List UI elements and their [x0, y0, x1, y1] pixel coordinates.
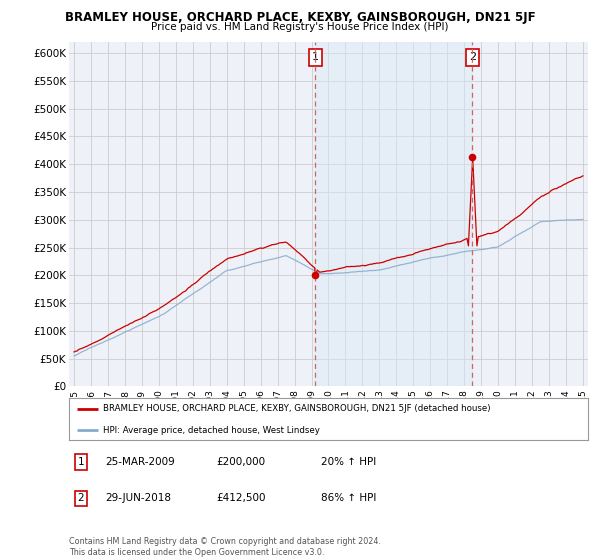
Text: 29-JUN-2018: 29-JUN-2018 — [105, 493, 171, 503]
Text: £412,500: £412,500 — [216, 493, 265, 503]
Text: Price paid vs. HM Land Registry's House Price Index (HPI): Price paid vs. HM Land Registry's House … — [151, 22, 449, 32]
Text: 2: 2 — [77, 493, 85, 503]
Text: 86% ↑ HPI: 86% ↑ HPI — [321, 493, 376, 503]
Text: £200,000: £200,000 — [216, 457, 265, 467]
Text: 2: 2 — [469, 53, 476, 63]
Text: 1: 1 — [312, 53, 319, 63]
Text: HPI: Average price, detached house, West Lindsey: HPI: Average price, detached house, West… — [103, 426, 320, 435]
Text: 25-MAR-2009: 25-MAR-2009 — [105, 457, 175, 467]
Text: 1: 1 — [77, 457, 85, 467]
Text: 20% ↑ HPI: 20% ↑ HPI — [321, 457, 376, 467]
Text: BRAMLEY HOUSE, ORCHARD PLACE, KEXBY, GAINSBOROUGH, DN21 5JF: BRAMLEY HOUSE, ORCHARD PLACE, KEXBY, GAI… — [65, 11, 535, 24]
Text: BRAMLEY HOUSE, ORCHARD PLACE, KEXBY, GAINSBOROUGH, DN21 5JF (detached house): BRAMLEY HOUSE, ORCHARD PLACE, KEXBY, GAI… — [103, 404, 490, 413]
Bar — [315, 42, 472, 386]
Text: Contains HM Land Registry data © Crown copyright and database right 2024.
This d: Contains HM Land Registry data © Crown c… — [69, 537, 381, 557]
